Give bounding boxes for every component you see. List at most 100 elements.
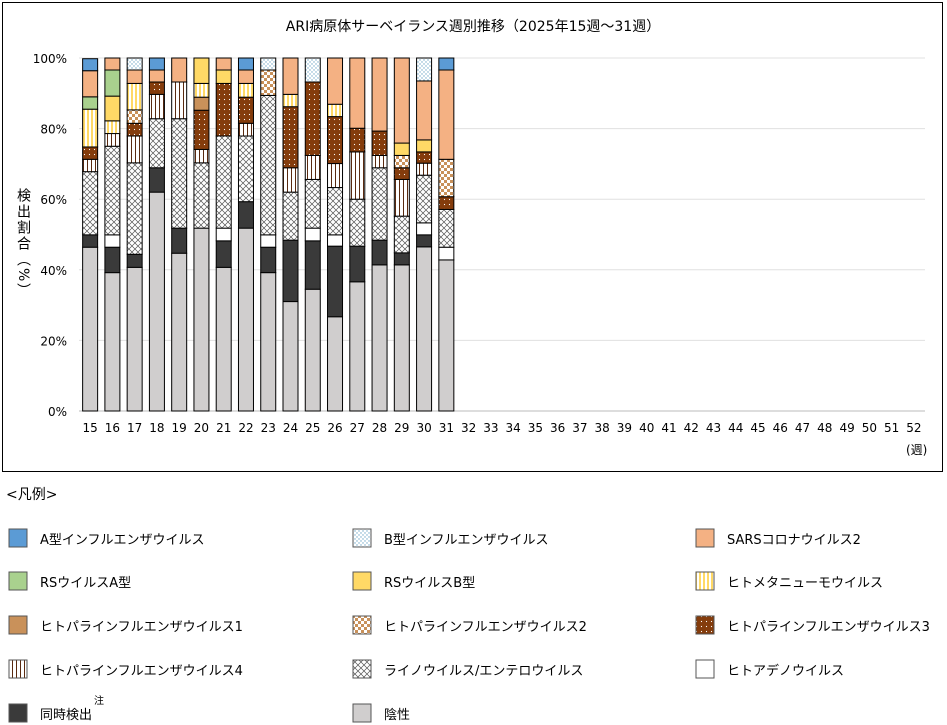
- bar-segment-rsb: [104, 95, 121, 122]
- bar-segment-rhino: [148, 118, 165, 169]
- bar-segment-para4: [349, 151, 366, 200]
- bar-segment-para1: [193, 96, 210, 111]
- legend-label: B型インフルエンザウイルス: [384, 532, 549, 548]
- bar-segment-meta: [104, 120, 121, 135]
- bar-segment-flub: [304, 57, 321, 83]
- legend-swatch-flub: [352, 528, 372, 548]
- legend-label: SARSコロナウイルス2: [727, 532, 861, 548]
- legend-swatch-adeno: [695, 659, 715, 679]
- bar-segment-neg: [193, 227, 210, 412]
- bar-week-16: [104, 57, 121, 412]
- bar-segment-sars: [82, 70, 99, 98]
- bar-segment-adeno: [215, 227, 232, 242]
- bar-segment-rhino: [304, 178, 321, 229]
- bar-segment-flub: [260, 57, 277, 71]
- bar-segment-neg: [82, 246, 99, 412]
- y-tick-label: 0%: [48, 405, 67, 419]
- y-tick-label: 40%: [40, 264, 67, 278]
- legend-swatch-coinf: [8, 703, 28, 723]
- bar-week-29: [393, 57, 410, 412]
- bar-segment-neg: [104, 272, 121, 412]
- bar-segment-para3: [327, 116, 344, 165]
- x-tick-label: 31: [439, 421, 454, 435]
- chart-title: ARI病原体サーベイランス週別推移（2025年15週～31週）: [286, 19, 660, 35]
- bar-segment-para3: [282, 106, 299, 169]
- bar-segment-para3: [416, 151, 433, 164]
- bar-segment-para4: [193, 148, 210, 164]
- bar-segment-para4: [148, 93, 165, 120]
- bar-segment-rsb: [416, 139, 433, 153]
- bar-segment-flua: [438, 57, 455, 71]
- bar-segment-rhino: [438, 208, 455, 248]
- x-tick-label: 15: [82, 421, 97, 435]
- bar-segment-meta: [82, 108, 99, 148]
- legend-label: ヒトパラインフルエンザウイルス2: [384, 619, 587, 635]
- bar-segment-adeno: [327, 234, 344, 247]
- legend-item-flua: A型インフルエンザウイルス: [8, 528, 205, 548]
- legend-item-para4: ヒトパラインフルエンザウイルス4: [8, 659, 243, 679]
- bar-segment-rhino: [393, 215, 410, 254]
- bar-segment-flub: [126, 57, 143, 71]
- bar-segment-coinf: [126, 253, 143, 268]
- bar-segment-flua: [82, 58, 99, 72]
- bar-segment-rhino: [126, 162, 143, 255]
- legend-swatch-sars: [695, 528, 715, 548]
- x-tick-label: 42: [684, 421, 699, 435]
- bar-segment-sars: [215, 57, 232, 71]
- legend-swatch-para1: [8, 615, 28, 635]
- bar-segment-rhino: [193, 162, 210, 229]
- bar-segment-para3: [82, 146, 99, 160]
- bar-segment-sars: [349, 57, 366, 129]
- x-tick-label: 18: [149, 421, 164, 435]
- legend-item-para2: ヒトパラインフルエンザウイルス2: [352, 615, 587, 635]
- legend-swatch-neg: [352, 703, 372, 723]
- bar-week-28: [371, 57, 388, 412]
- bar-segment-adeno: [260, 234, 277, 248]
- x-tick-label: 45: [750, 421, 765, 435]
- x-tick-label: 35: [528, 421, 543, 435]
- legend-swatch-flua: [8, 528, 28, 548]
- bar-segment-rhino: [327, 187, 344, 236]
- x-tick-label: 36: [550, 421, 565, 435]
- bar-segment-coinf: [171, 227, 188, 254]
- x-tick-label: 43: [706, 421, 721, 435]
- bar-segment-sars: [327, 57, 344, 105]
- bar-segment-rsa: [82, 96, 99, 110]
- legend-item-neg: 陰性: [352, 703, 410, 723]
- x-tick-label: 52: [906, 421, 921, 435]
- chart-frame: ARI病原体サーベイランス週別推移（2025年15週～31週） 0% 20% 40%…: [2, 2, 943, 472]
- x-tick-label: 20: [194, 421, 209, 435]
- bar-segment-coinf: [349, 245, 366, 283]
- bar-segment-adeno: [104, 234, 121, 248]
- bar-segment-neg: [438, 259, 455, 412]
- bar-segment-para3: [349, 127, 366, 153]
- bar-segment-sars: [416, 80, 433, 141]
- x-tick-label: 32: [461, 421, 476, 435]
- legend-label: ヒトパラインフルエンザウイルス3: [727, 619, 930, 635]
- y-tick-label: 60%: [40, 193, 67, 207]
- x-tick-label: 30: [416, 421, 431, 435]
- bar-segment-neg: [327, 316, 344, 412]
- bar-week-22: [237, 57, 254, 412]
- bar-segment-sars: [148, 69, 165, 83]
- x-tick-label: 34: [505, 421, 520, 435]
- bar-segment-rhino: [260, 94, 277, 236]
- bar-segment-meta: [193, 82, 210, 98]
- bar-segment-neg: [304, 288, 321, 412]
- bar-segment-coinf: [416, 234, 433, 248]
- bar-segment-neg: [349, 281, 366, 412]
- legend-item-sars: SARSコロナウイルス2: [695, 528, 861, 548]
- bar-segment-sars: [126, 69, 143, 84]
- bar-segment-para4: [327, 163, 344, 189]
- bar-segment-para3: [304, 81, 321, 156]
- bar-segment-para2: [438, 158, 455, 198]
- y-axis-title: 検出割合（%）: [15, 188, 31, 299]
- x-tick-label: 39: [617, 421, 632, 435]
- bar-segment-adeno: [438, 246, 455, 261]
- bar-segment-meta: [282, 93, 299, 108]
- x-tick-label: 16: [105, 421, 120, 435]
- bar-segment-para4: [126, 135, 143, 164]
- x-tick-label: 37: [572, 421, 587, 435]
- bar-segment-adeno: [416, 222, 433, 236]
- bar-segment-coinf: [327, 245, 344, 318]
